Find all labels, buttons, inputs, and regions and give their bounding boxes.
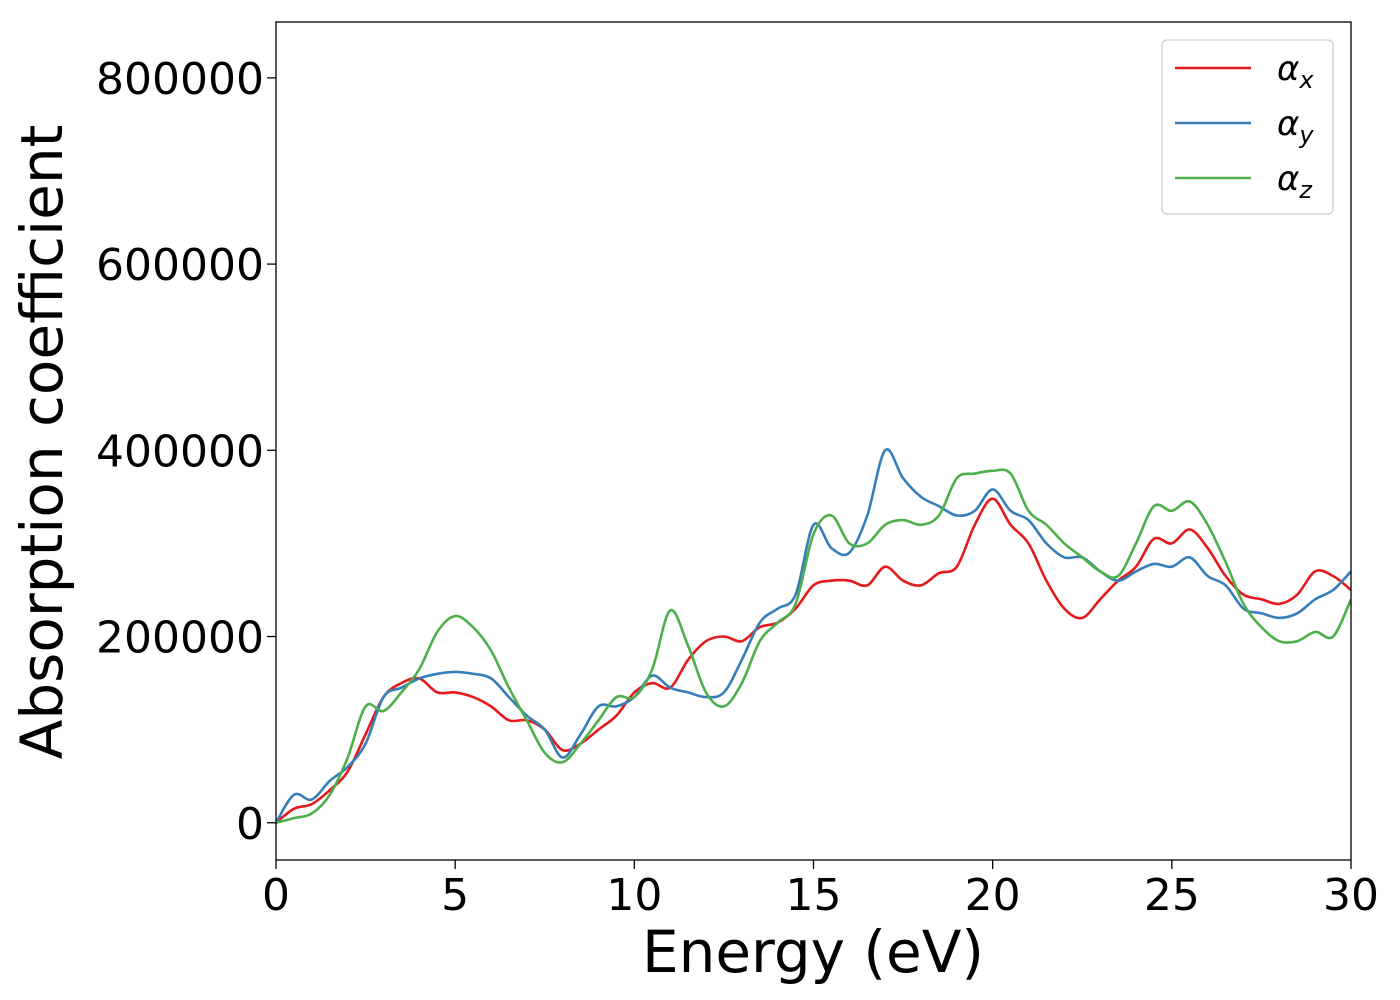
y-tick-label: 600000 (96, 240, 264, 291)
series-line-y (276, 448, 1351, 824)
x-tick-label: 5 (441, 870, 469, 921)
axis-ticks: 0 5 10 15 20 25 30 0 200000 400000 600000 800000 (96, 54, 1379, 921)
series-line-z (276, 468, 1351, 825)
x-tick-label: 30 (1323, 870, 1379, 921)
legend-box (1161, 39, 1334, 215)
y-tick-label: 200000 (96, 613, 264, 664)
y-axis-label: Absorption coefficient (8, 125, 76, 760)
series-line-x (276, 497, 1351, 824)
x-tick-label: 25 (1144, 870, 1200, 921)
y-tick-label: 0 (236, 799, 264, 850)
x-tick-label: 0 (262, 870, 290, 921)
legend: αx αy αz (1161, 39, 1334, 215)
legend-label-x: αx (1277, 49, 1314, 94)
x-tick-label: 20 (965, 870, 1021, 921)
legend-label-z: αz (1277, 159, 1313, 204)
y-tick-label: 800000 (96, 54, 264, 105)
x-tick-label: 10 (606, 870, 662, 921)
x-tick-label: 15 (786, 870, 842, 921)
y-tick-label: 400000 (96, 426, 264, 477)
legend-label-y: αy (1277, 104, 1314, 149)
x-axis-label: Energy (eV) (642, 918, 984, 986)
